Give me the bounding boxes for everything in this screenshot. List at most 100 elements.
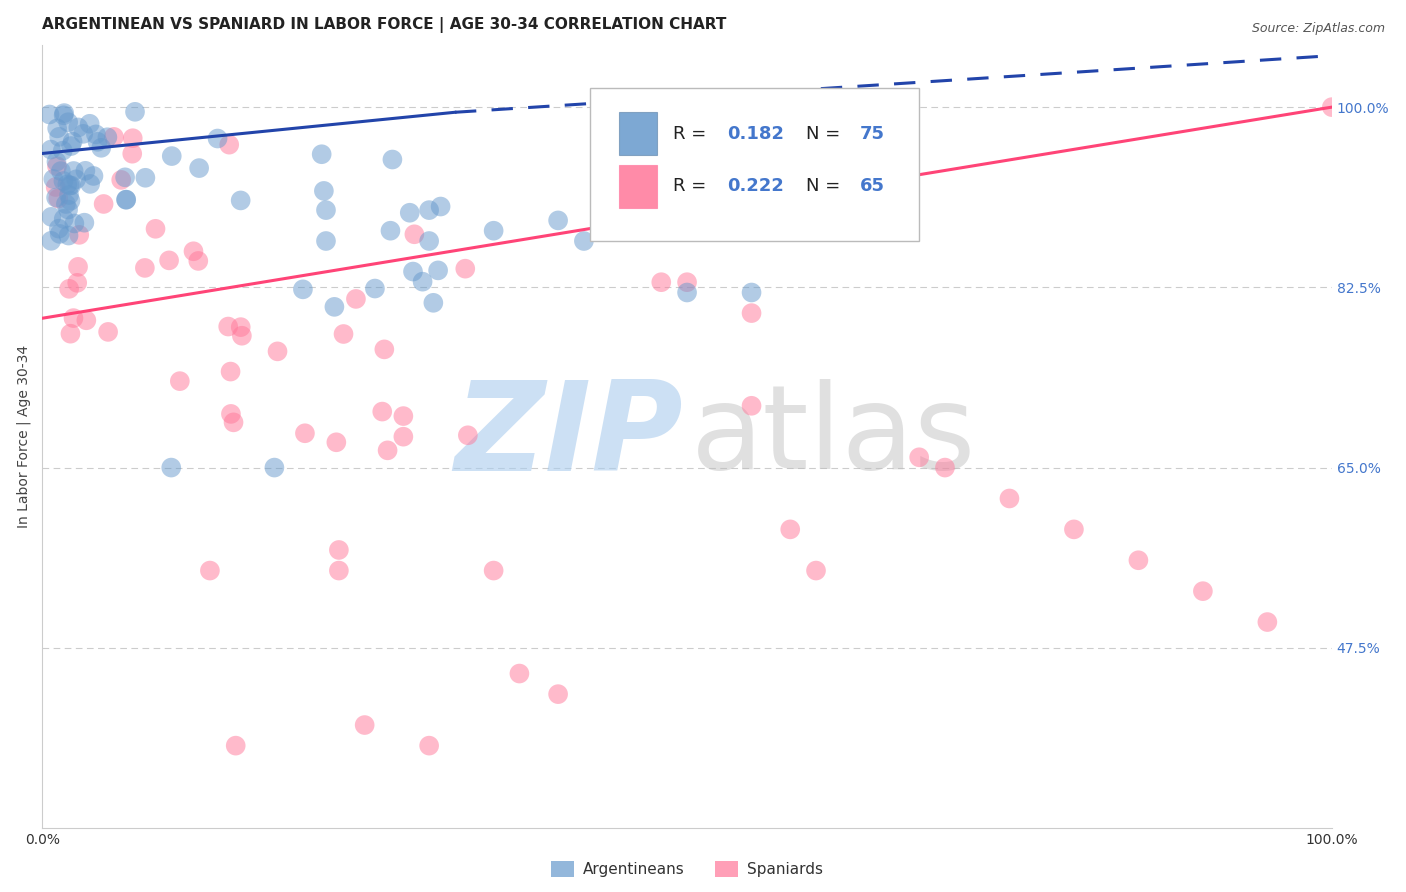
Point — [82, 169, 104, 183]
Point — [39, 234, 62, 248]
Point — [124, 104, 146, 119]
Point — [1320, 100, 1343, 114]
Point — [418, 739, 440, 753]
Point — [67, 120, 90, 135]
Point — [121, 131, 143, 145]
Point — [231, 328, 253, 343]
Point — [114, 170, 136, 185]
Point — [46, 159, 69, 173]
Point — [52, 174, 75, 188]
Point — [457, 428, 479, 442]
Point — [60, 178, 83, 193]
Legend: Argentineans, Spaniards: Argentineans, Spaniards — [544, 855, 830, 883]
Text: ARGENTINEAN VS SPANIARD IN LABOR FORCE | AGE 30-34 CORRELATION CHART: ARGENTINEAN VS SPANIARD IN LABOR FORCE |… — [42, 17, 727, 33]
Point — [56, 115, 79, 129]
Point — [398, 205, 420, 219]
Point — [59, 326, 82, 341]
Point — [38, 107, 60, 121]
Point — [219, 365, 242, 379]
Point — [53, 106, 76, 120]
Point — [741, 399, 763, 413]
Point — [364, 281, 387, 295]
Point — [219, 407, 242, 421]
Point — [97, 325, 120, 339]
Point — [222, 415, 245, 429]
Point — [48, 129, 70, 144]
Text: R =: R = — [673, 178, 711, 195]
Point — [229, 194, 252, 208]
Text: 75: 75 — [860, 125, 884, 143]
Point — [75, 163, 97, 178]
Point — [325, 435, 347, 450]
Point — [1128, 553, 1150, 567]
Point — [58, 188, 80, 202]
Point — [380, 224, 402, 238]
Point — [934, 460, 956, 475]
Point — [779, 522, 801, 536]
Point — [52, 144, 75, 158]
Point — [93, 197, 115, 211]
Point — [266, 344, 288, 359]
Point — [65, 172, 87, 186]
Point — [427, 263, 450, 277]
Point — [418, 203, 440, 218]
Point — [103, 129, 125, 144]
Point — [39, 143, 62, 157]
Point — [56, 202, 79, 217]
Point — [58, 282, 80, 296]
Point — [676, 285, 699, 300]
Point — [315, 203, 337, 218]
Point — [741, 285, 763, 300]
Point — [547, 213, 569, 227]
Point — [328, 543, 350, 558]
Point — [67, 227, 90, 242]
Point — [373, 343, 395, 357]
Point — [1063, 522, 1085, 536]
Point — [312, 184, 335, 198]
Point — [377, 443, 399, 458]
Point — [75, 313, 97, 327]
Point — [412, 275, 434, 289]
Point — [62, 311, 84, 326]
Point — [110, 173, 132, 187]
Point — [482, 224, 505, 238]
Point — [39, 210, 62, 224]
Point — [55, 197, 77, 211]
Point — [58, 228, 80, 243]
Point — [218, 137, 240, 152]
Point — [508, 666, 530, 681]
Point — [42, 172, 65, 186]
Point — [1256, 615, 1278, 629]
Point — [1192, 584, 1215, 599]
Point — [160, 149, 183, 163]
Point — [157, 253, 180, 268]
Text: 0.182: 0.182 — [727, 125, 785, 143]
Point — [56, 178, 79, 192]
Point — [207, 131, 229, 145]
FancyBboxPatch shape — [591, 88, 920, 241]
Point — [422, 295, 444, 310]
Point — [198, 564, 221, 578]
Point — [371, 404, 394, 418]
Point — [291, 282, 314, 296]
Point — [66, 276, 89, 290]
Point — [650, 275, 672, 289]
Point — [169, 374, 191, 388]
Point — [48, 221, 70, 235]
Point — [59, 194, 82, 208]
Point — [90, 141, 112, 155]
Point — [328, 564, 350, 578]
Point — [402, 264, 425, 278]
Point — [418, 234, 440, 248]
Text: N =: N = — [806, 125, 845, 143]
Point — [332, 326, 354, 341]
Point — [404, 227, 426, 242]
Point — [79, 117, 101, 131]
Point — [96, 130, 118, 145]
Point — [121, 146, 143, 161]
FancyBboxPatch shape — [619, 165, 658, 208]
Point — [572, 234, 595, 248]
Text: N =: N = — [806, 178, 845, 195]
Point — [46, 192, 69, 206]
Point — [67, 260, 90, 274]
